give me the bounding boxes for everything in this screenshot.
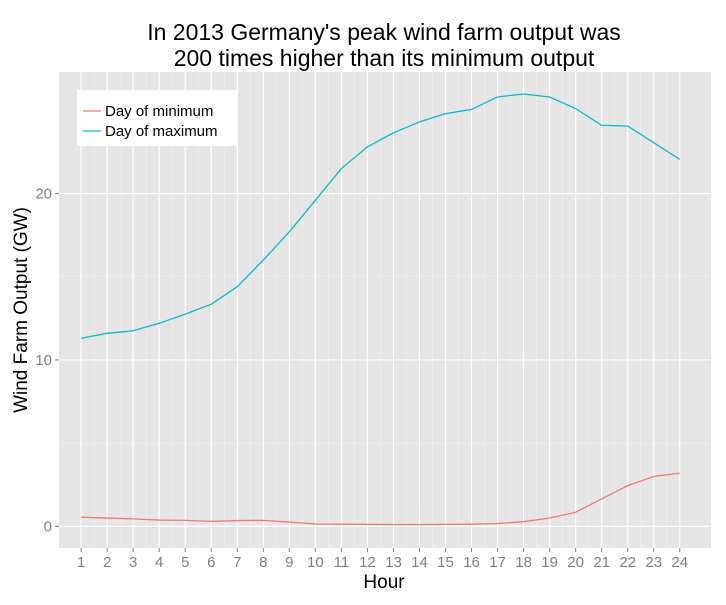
x-tick-label: 16	[463, 554, 480, 571]
legend-label-day-of-minimum: Day of minimum	[105, 103, 213, 120]
y-tick-label: 10	[35, 352, 52, 369]
y-tick-label: 20	[35, 185, 52, 202]
x-tick-label: 17	[489, 554, 506, 571]
x-tick-label: 5	[181, 554, 189, 571]
x-tick-label: 21	[593, 554, 610, 571]
legend-label-day-of-maximum: Day of maximum	[105, 123, 218, 140]
plot-panel	[59, 72, 711, 548]
x-tick-label: 20	[567, 554, 584, 571]
x-tick-label: 22	[619, 554, 636, 571]
x-axis-title: Hour	[363, 572, 405, 593]
x-tick-label: 10	[307, 554, 324, 571]
x-axis-ticks: 1 2 3 4 5 6 7 8 9 10 11 12 13 14 15 16 17 18 19 20 21 22 23 24	[77, 548, 688, 571]
series-line-day-of-maximum	[80, 93, 681, 339]
x-tick-label: 23	[645, 554, 662, 571]
grid-major	[59, 72, 711, 548]
x-tick-label: 2	[103, 554, 111, 571]
x-tick-label: 1	[77, 554, 85, 571]
y-axis-title: Wind Farm Output (GW)	[11, 207, 32, 413]
x-tick-label: 12	[359, 554, 376, 571]
legend: Day of minimum Day of maximum	[77, 90, 237, 146]
x-tick-label: 3	[129, 554, 137, 571]
x-tick-label: 15	[437, 554, 454, 571]
series-lines	[80, 93, 681, 526]
x-tick-label: 14	[411, 554, 428, 571]
x-tick-label: 19	[541, 554, 558, 571]
x-tick-label: 6	[207, 554, 215, 571]
x-tick-label: 18	[515, 554, 532, 571]
y-axis-ticks: 0 10 20	[35, 185, 59, 535]
x-tick-label: 9	[285, 554, 293, 571]
x-tick-label: 13	[385, 554, 402, 571]
grid-minor	[59, 72, 711, 548]
chart-title-line-1: In 2013 Germany's peak wind farm output …	[147, 19, 621, 45]
legend-box	[77, 90, 237, 146]
x-tick-label: 4	[155, 554, 163, 571]
series-line-day-of-minimum	[81, 472, 680, 526]
x-tick-label: 24	[671, 554, 688, 571]
x-tick-label: 8	[259, 554, 267, 571]
x-tick-label: 11	[334, 554, 350, 571]
chart-title-line-2: 200 times higher than its minimum output	[174, 45, 595, 71]
x-tick-label: 7	[233, 554, 241, 571]
y-tick-label: 0	[44, 518, 52, 535]
